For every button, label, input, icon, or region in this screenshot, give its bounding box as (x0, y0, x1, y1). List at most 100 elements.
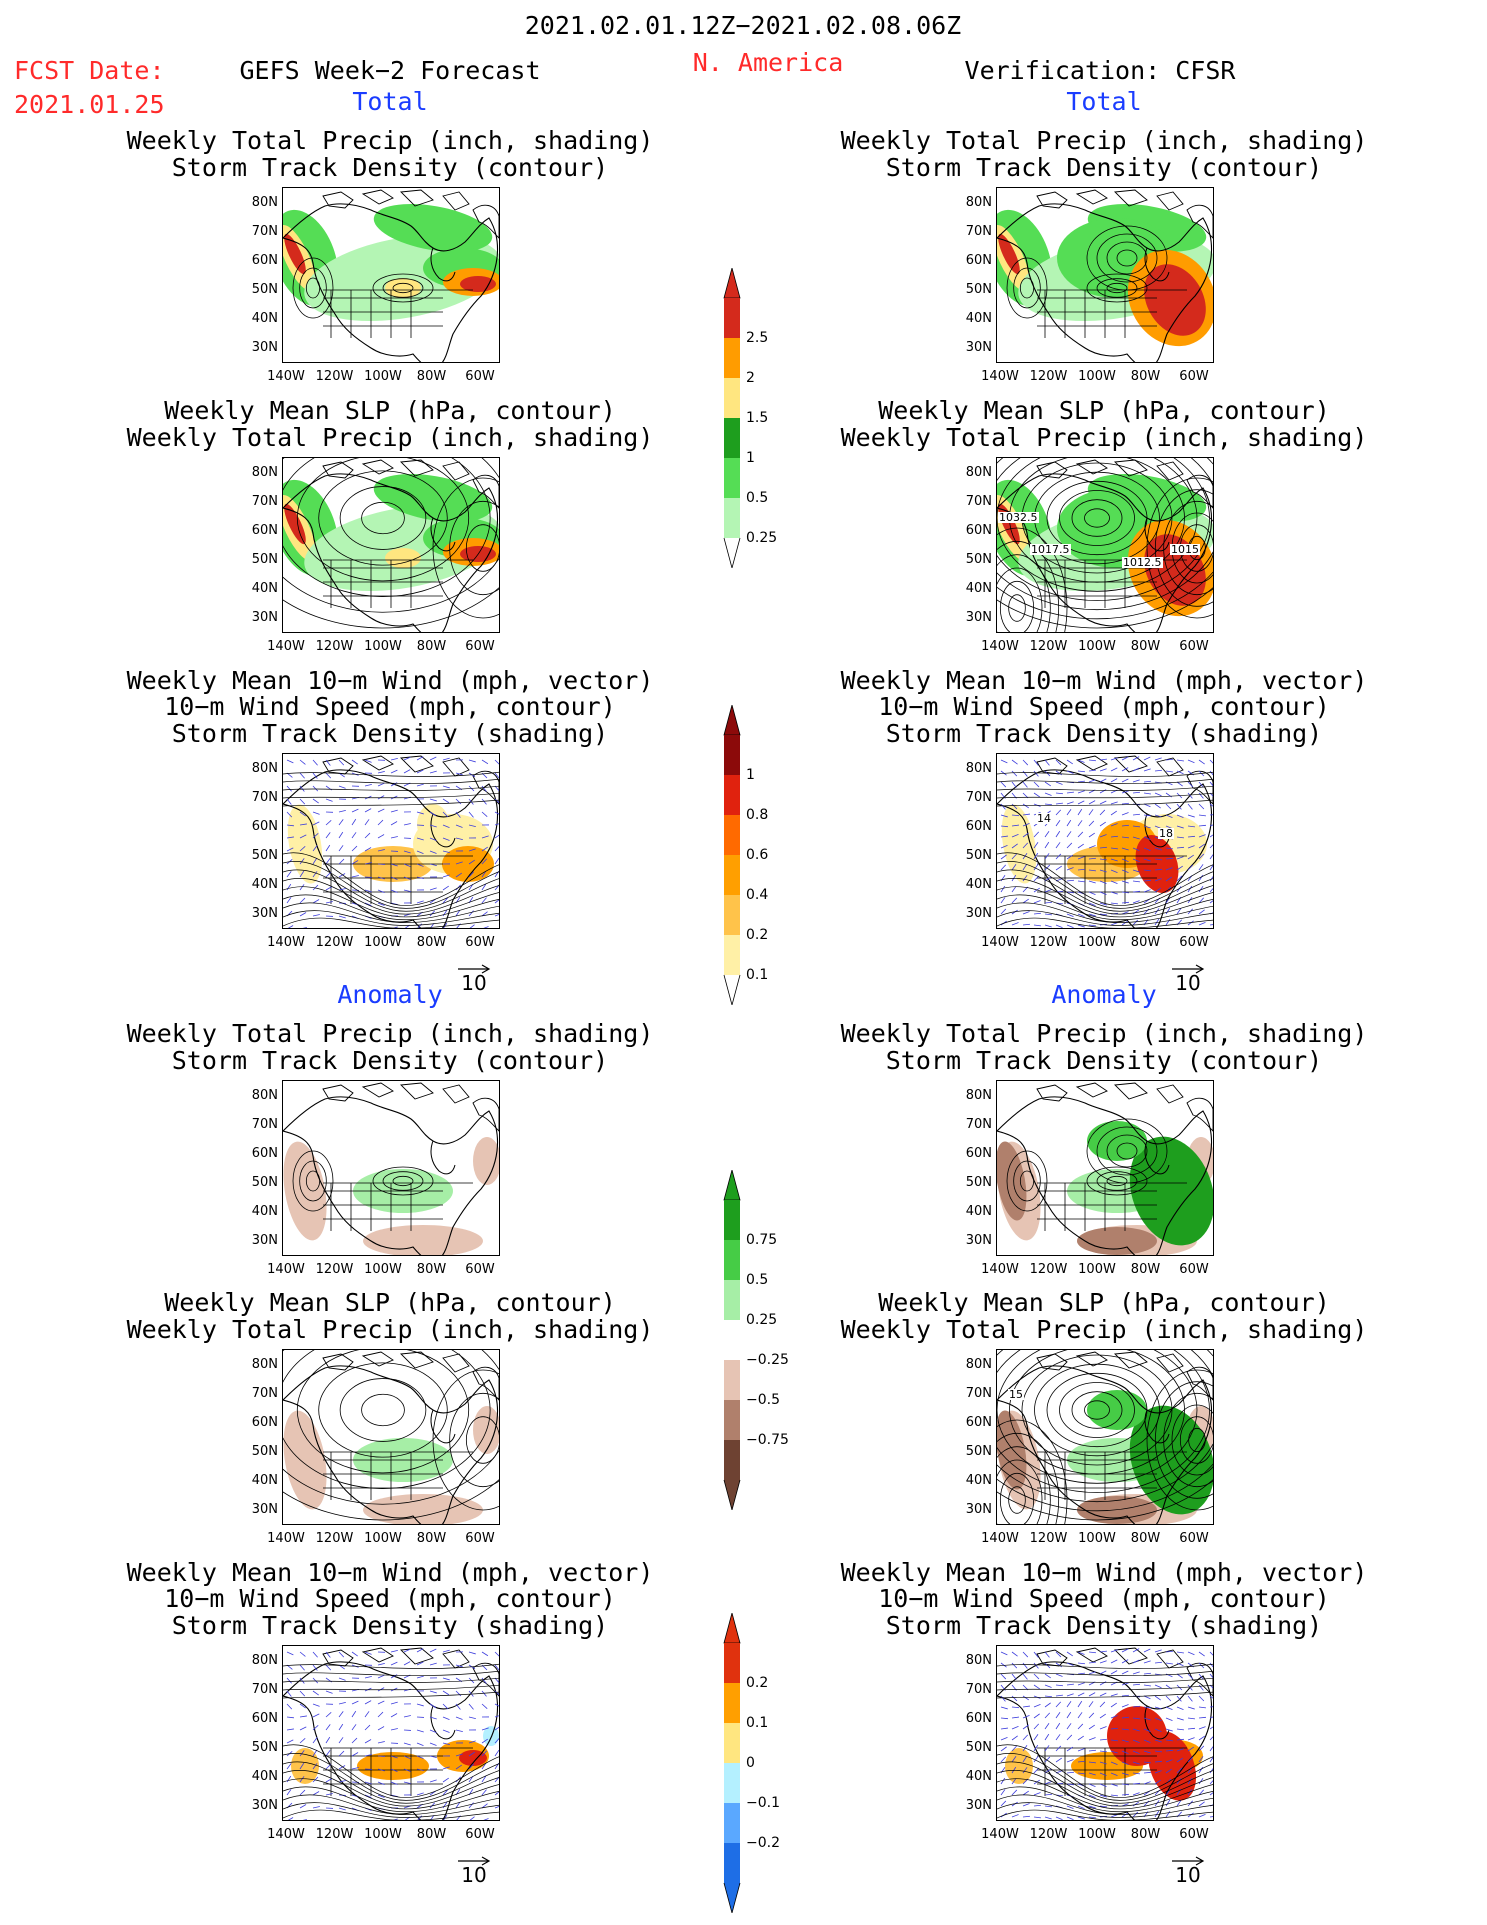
coastline (283, 203, 499, 362)
colorbar-precip-total (723, 268, 741, 568)
colorbar-segment (724, 1723, 740, 1763)
lon-tick-label: 100W (364, 1262, 402, 1277)
slp-contours-outer (283, 1350, 499, 1521)
arctic-islands (322, 189, 470, 211)
panel-title-r5: Weekly Mean SLP (hPa, contour) Weekly Tot… (841, 1289, 1368, 1343)
wind-speed-contours (997, 1663, 1213, 1820)
panel-title-line: Storm Track Density (contour) (171, 1045, 609, 1075)
lon-tick-label: 60W (465, 1262, 495, 1277)
lat-tick-label: 70N (965, 224, 992, 239)
colorbar-label: 0.5 (746, 1272, 769, 1288)
right-anomaly-label: Anomaly (1051, 980, 1157, 1009)
left-title: GEFS Week−2 Forecast (239, 56, 541, 85)
lat-tick-label: 60N (965, 1711, 992, 1726)
contour-label: 1017.5 (1030, 543, 1071, 556)
lat-tick-label: 80N (965, 761, 992, 776)
map-svg-r2 (997, 458, 1213, 632)
panel-title-line: Weekly Total Precip (inch, shading) (126, 1314, 654, 1344)
colorbar-label: −0.5 (746, 1392, 780, 1408)
vector-reference: 10 (1168, 1851, 1208, 1885)
map-svg-r6 (997, 1647, 1213, 1820)
anomaly-dry-east (473, 1406, 499, 1454)
lon-tick-label: 140W (981, 639, 1019, 654)
panel-title-line: Weekly Mean 10−m Wind (mph, vector) (840, 1557, 1368, 1587)
precip-shading-ohio (385, 548, 421, 568)
colorbar-segment (724, 735, 740, 775)
storm-track-contours-central (1086, 273, 1148, 303)
hudson-bay-outline (1144, 1705, 1170, 1740)
map-panel-r6 (996, 1645, 1214, 1821)
lat-tick-label: 50N (965, 552, 992, 567)
lat-tick-label: 50N (251, 552, 278, 567)
panel-title-r6: Weekly Mean 10−m Wind (mph, vector) 10−m … (840, 1557, 1368, 1640)
panel-title-line: 10−m Wind Speed (mph, contour) (164, 1584, 616, 1613)
lat-tick-label: 30N (965, 1798, 992, 1813)
lat-tick-label: 80N (251, 761, 278, 776)
lon-tick-label: 80W (416, 1531, 447, 1546)
lat-tick-label: 70N (251, 1117, 278, 1132)
anomaly-wet-canada (1087, 1121, 1147, 1161)
anomaly-dry-west-strong (997, 1141, 1027, 1221)
colorbar-segment (724, 498, 740, 538)
hudson-bay-outline (1144, 813, 1170, 848)
lat-tick-label: 50N (965, 848, 992, 863)
panel-title-line: 10−m Wind Speed (mph, contour) (878, 1584, 1330, 1613)
lat-tick-label: 80N (251, 465, 278, 480)
colorbar-segment (724, 458, 740, 498)
state-borders (323, 1182, 473, 1231)
map-svg-r3 (997, 755, 1213, 928)
colorbar-label: 2.5 (746, 330, 769, 346)
storm-track-contours-west (1006, 257, 1048, 319)
left-total-label: Total (352, 87, 428, 116)
lat-tick-label: 50N (251, 1740, 278, 1755)
lon-tick-label: 100W (1078, 935, 1116, 950)
hudson-bay-outline (430, 813, 456, 848)
contour-label: 1032.5 (998, 511, 1039, 524)
lat-tick-label: 80N (965, 465, 992, 480)
state-borders (323, 289, 473, 338)
lat-tick-label: 30N (965, 906, 992, 921)
map-panel-r4 (996, 1080, 1214, 1256)
storm-track-contours-west (1006, 1150, 1048, 1212)
lon-tick-label: 120W (315, 1531, 354, 1546)
colorbar-max-triangle (723, 1613, 741, 1644)
lon-tick-label: 80W (1130, 1827, 1161, 1842)
colorbar-precip-anom (723, 1170, 741, 1510)
panel-title-line: Weekly Total Precip (inch, shading) (840, 422, 1368, 452)
panel-title-line: Storm Track Density (shading) (171, 718, 609, 748)
slp-contours-low (1146, 1369, 1213, 1511)
colorbar-label: −0.75 (746, 1432, 789, 1448)
lat-tick-label: 50N (251, 848, 278, 863)
arctic-islands (322, 755, 470, 777)
lon-tick-label: 60W (465, 369, 495, 384)
colorbar-min-triangle (723, 1479, 741, 1510)
fcst-label: FCST Date: (14, 56, 165, 85)
panel-title-line: Weekly Mean 10−m Wind (mph, vector) (126, 1557, 654, 1587)
hudson-bay-outline (430, 1140, 456, 1175)
lat-tick-label: 40N (965, 1473, 992, 1488)
lat-tick-label: 80N (251, 1653, 278, 1668)
panel-title-line: Storm Track Density (contour) (171, 152, 609, 182)
map-svg-l4 (283, 1082, 499, 1255)
contour-label: 14 (1036, 812, 1052, 825)
lon-tick-label: 80W (1130, 935, 1161, 950)
panel-title-line: Storm Track Density (shading) (171, 1610, 609, 1640)
lat-tick-label: 40N (965, 311, 992, 326)
map-svg-l5 (283, 1350, 499, 1524)
left-anomaly-label: Anomaly (337, 980, 443, 1009)
greenland-outline (1186, 1366, 1213, 1401)
colorbar-segment (724, 1440, 740, 1480)
vector-reference-arrow (1168, 1851, 1208, 1866)
lat-tick-label: 40N (965, 581, 992, 596)
lon-tick-label: 80W (1130, 1531, 1161, 1546)
colorbar-min-triangle (723, 974, 741, 1005)
panel-title-line: Weekly Mean SLP (hPa, contour) (164, 1288, 616, 1317)
colorbar-segment (724, 1240, 740, 1280)
lon-tick-label: 140W (981, 1262, 1019, 1277)
panel-title-line: Weekly Total Precip (inch, shading) (126, 126, 654, 155)
lon-tick-label: 80W (416, 1262, 447, 1277)
track-density-atlantic (442, 846, 494, 882)
lon-tick-label: 140W (981, 1531, 1019, 1546)
colorbar-segment (724, 378, 740, 418)
vector-reference-value: 10 (461, 971, 487, 995)
